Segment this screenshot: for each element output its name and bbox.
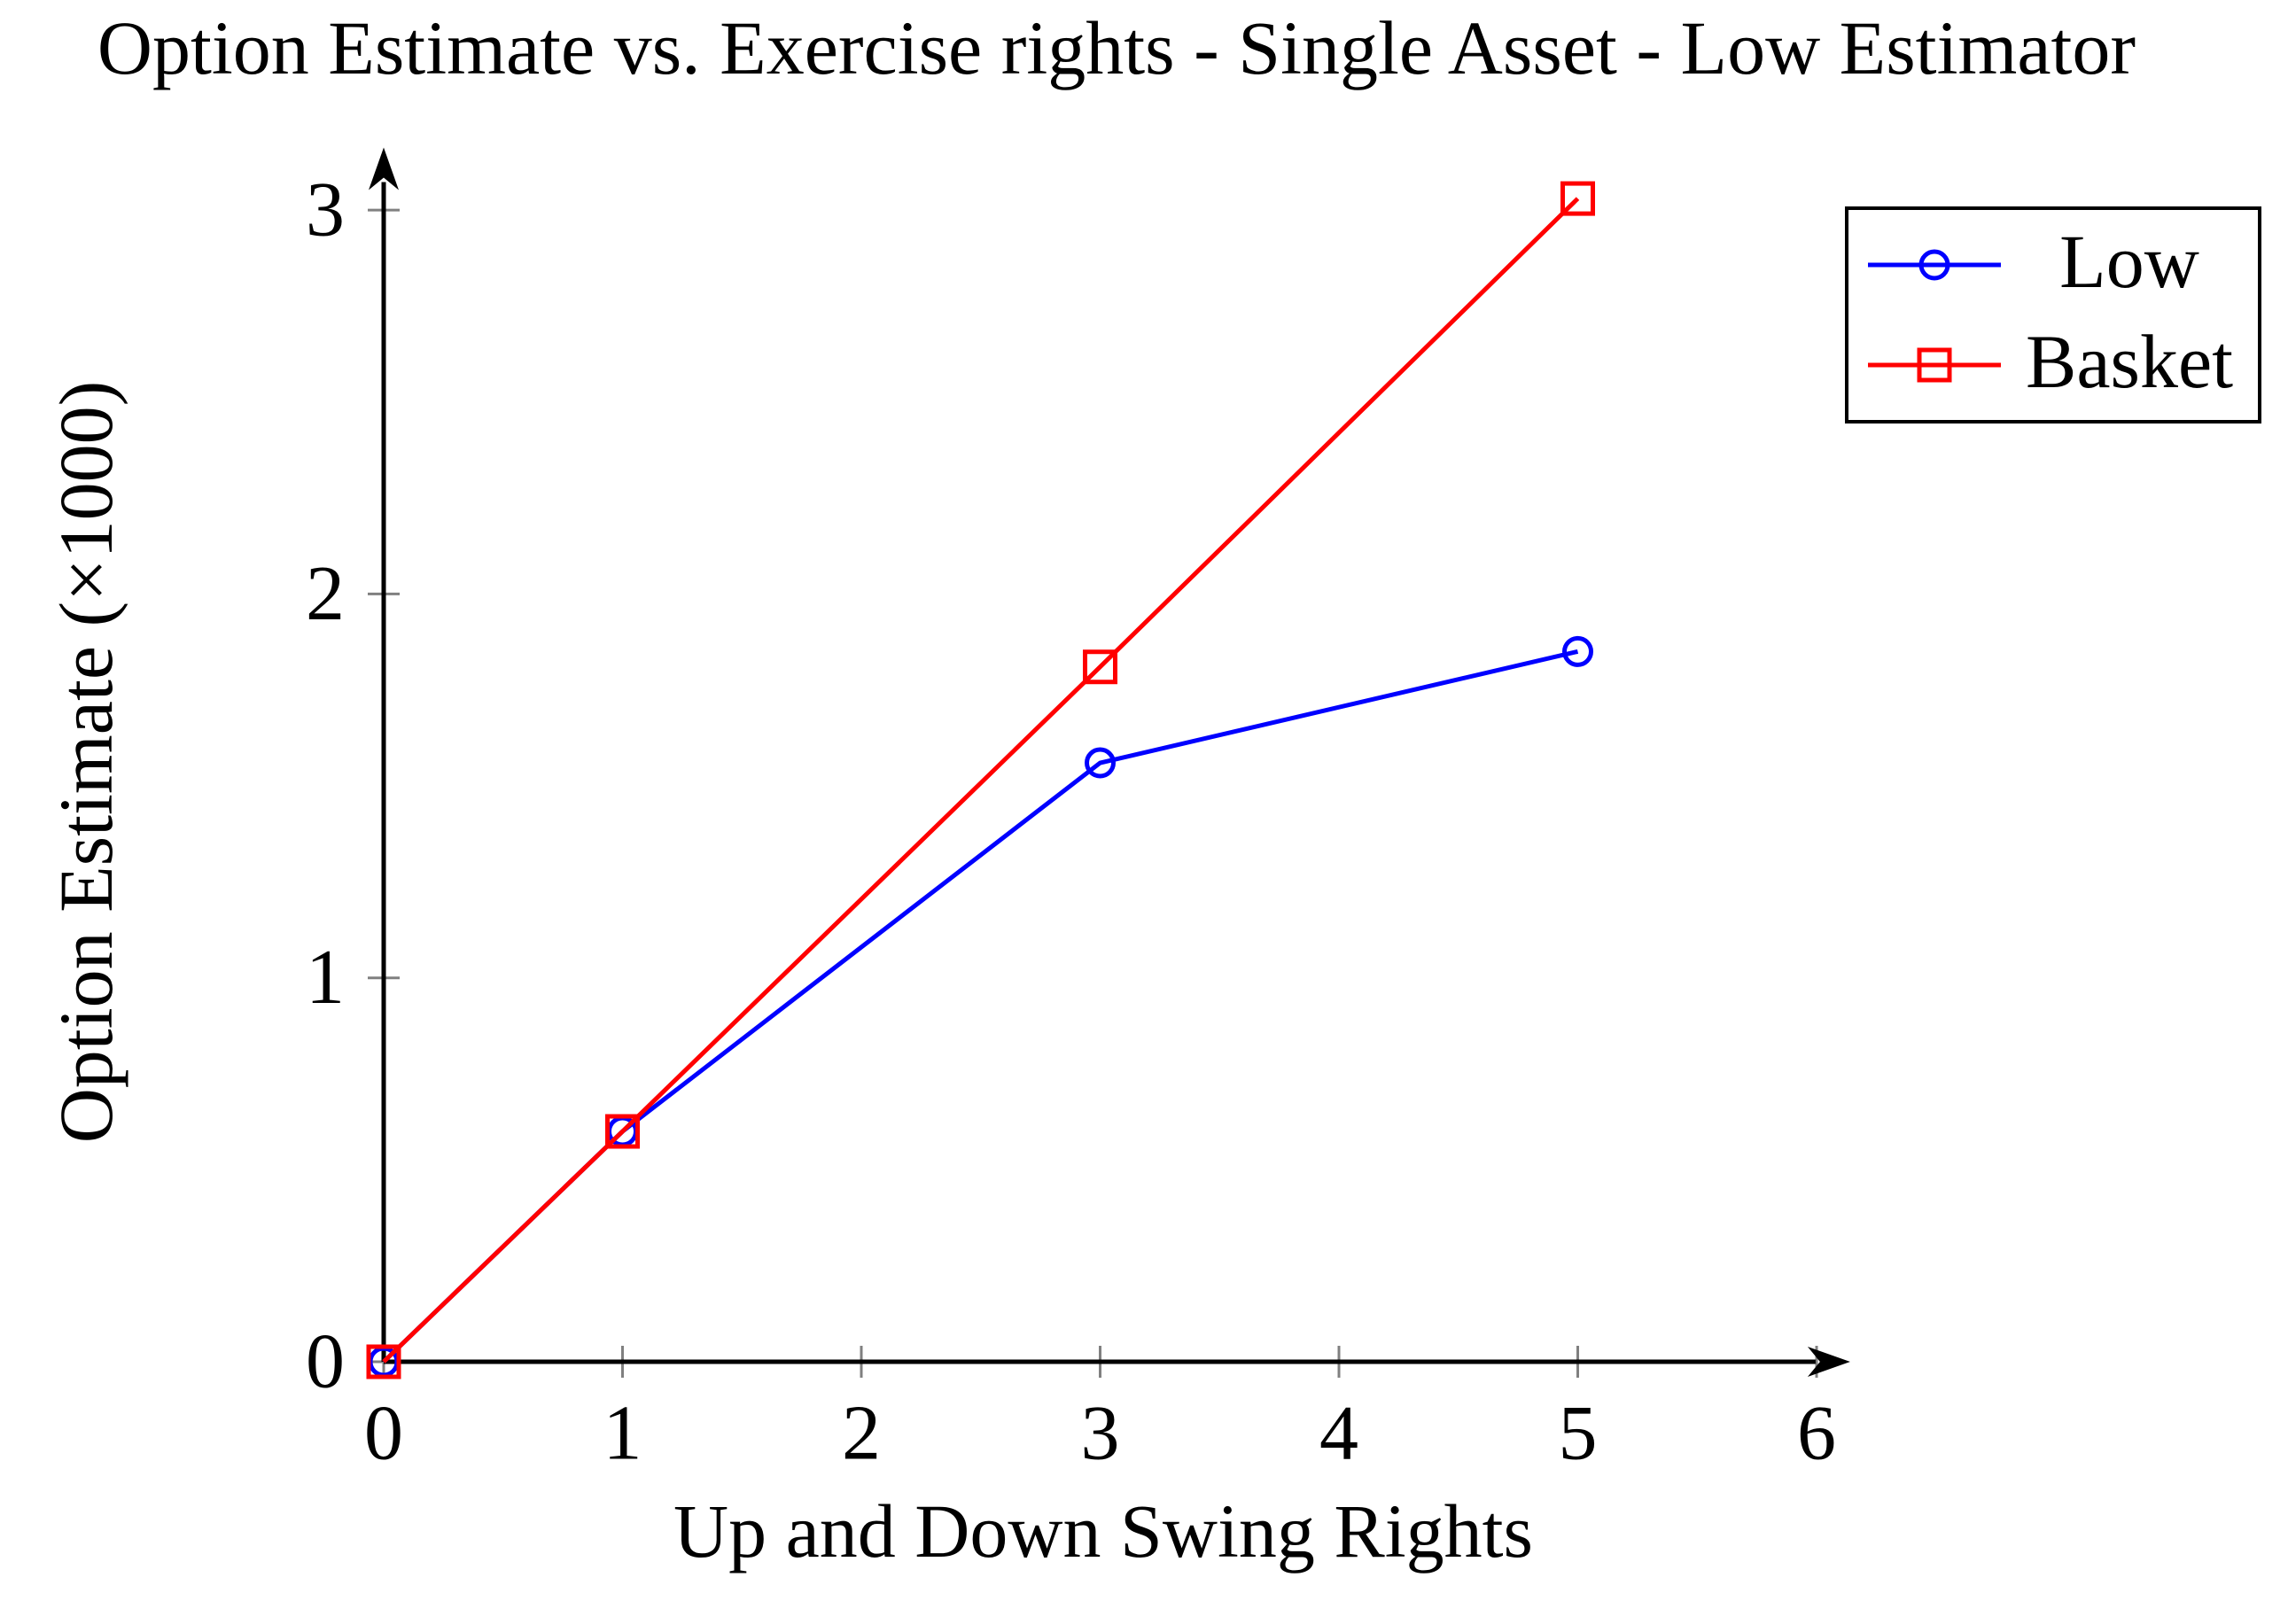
legend-label-low: Low (2059, 218, 2199, 304)
x-axis-arrowhead (1807, 1347, 1850, 1377)
data-point-marker-circle (1085, 747, 1116, 779)
y-tick-label: 3 (306, 167, 345, 253)
legend-item-low: Low (1848, 219, 2258, 311)
y-axis-arrowhead (369, 147, 399, 190)
x-tick-label: 2 (842, 1391, 881, 1477)
legend-item-basket: Basket (1848, 319, 2258, 411)
x-tick-label: 4 (1319, 1391, 1358, 1477)
data-point-marker-square (605, 1114, 640, 1149)
data-point-marker-square (1083, 649, 1117, 685)
legend-label-basket: Basket (2025, 319, 2234, 405)
data-point-marker-circle (1562, 635, 1593, 667)
x-axis-label: Up and Down Swing Rights (673, 1488, 1533, 1573)
legend-sample-low (1868, 249, 2001, 281)
legend-marker-circle (1918, 249, 1950, 281)
series-low (368, 635, 1593, 1378)
x-tick-label: 6 (1797, 1391, 1836, 1477)
data-point-marker-square (1560, 181, 1595, 216)
chart-title: Option Estimate vs. Exercise rights - Si… (97, 5, 2136, 90)
data-point-marker-square (366, 1344, 401, 1379)
y-tick-label: 1 (306, 935, 345, 1021)
x-tick-label: 1 (603, 1391, 642, 1477)
x-tick-label: 5 (1559, 1391, 1598, 1477)
series-basket (366, 181, 1595, 1379)
series-line-low (382, 649, 1579, 1364)
legend-sample-basket (1868, 347, 2001, 383)
y-tick-label: 0 (306, 1319, 345, 1405)
y-tick-label: 2 (306, 551, 345, 637)
series-line-basket (382, 197, 1580, 1364)
legend: Low Basket (1845, 206, 2261, 423)
x-tick-label: 3 (1081, 1391, 1120, 1477)
y-axis-label: Option Estimate (×1000) (43, 380, 128, 1144)
legend-marker-square (1917, 347, 1952, 383)
x-tick-label: 0 (364, 1391, 403, 1477)
